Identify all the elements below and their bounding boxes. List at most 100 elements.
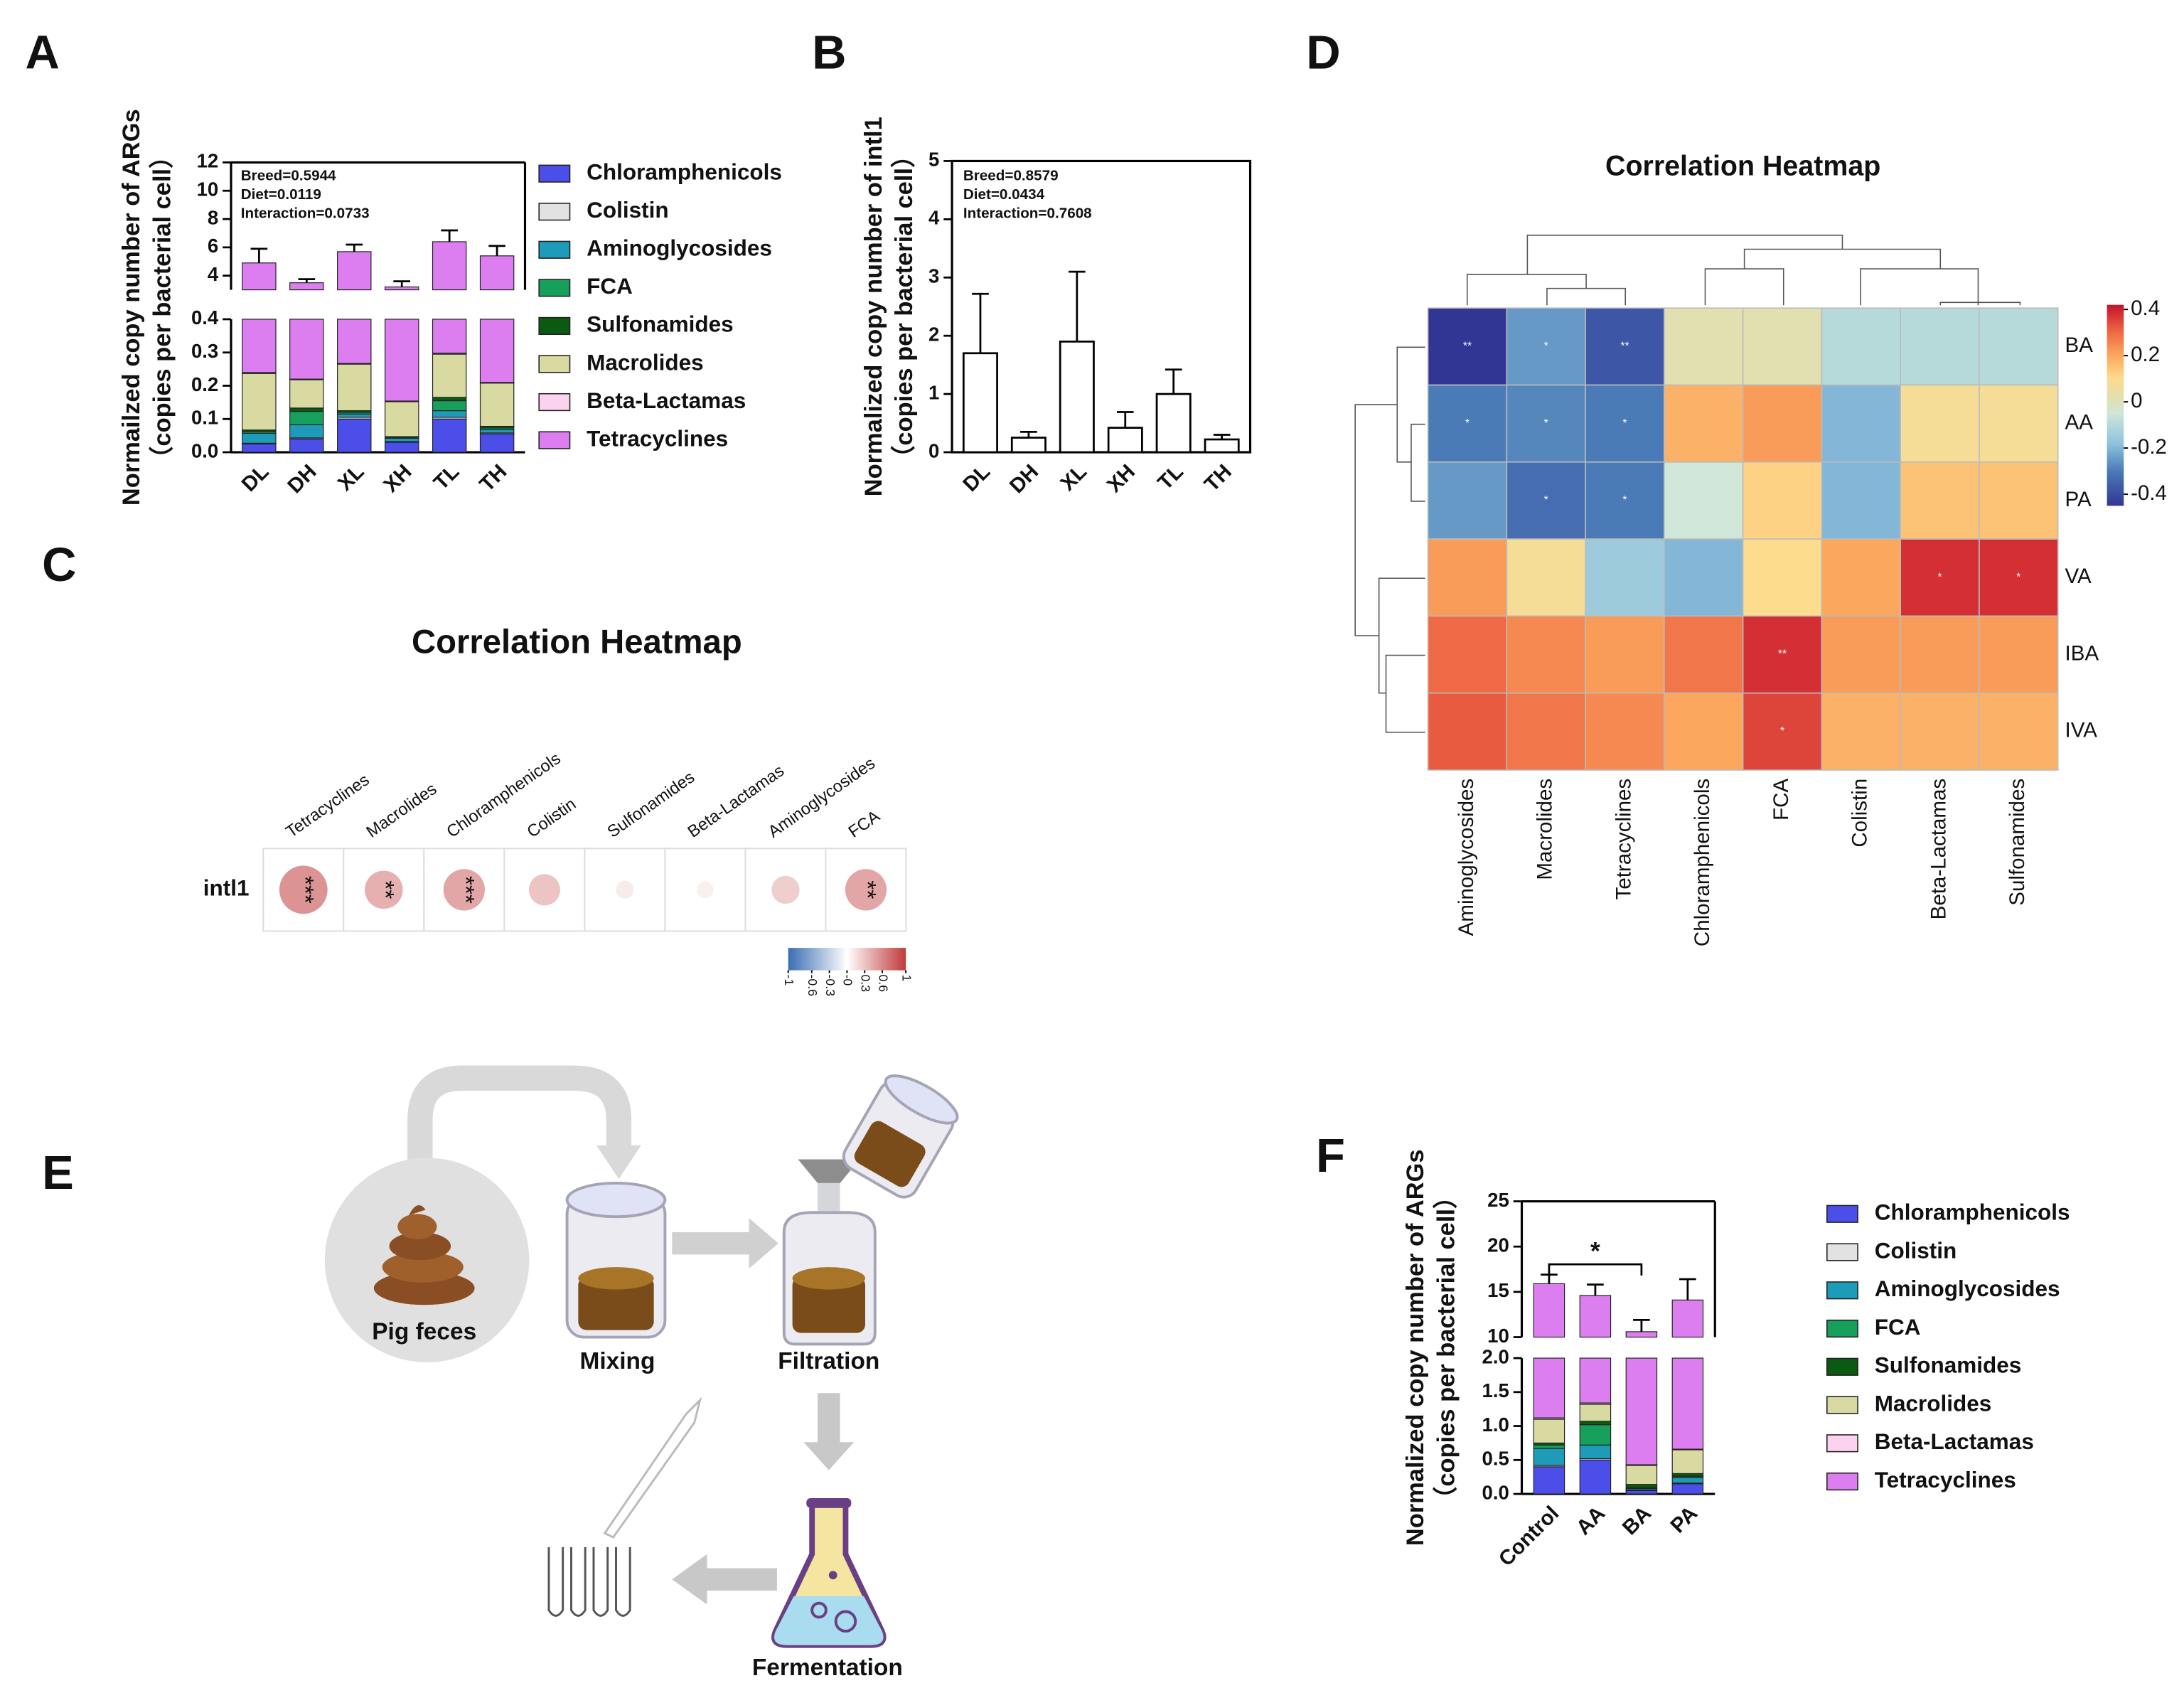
legend-label: Aminoglycosides xyxy=(587,235,772,261)
bubble xyxy=(845,869,887,911)
bar-segment xyxy=(289,319,324,380)
bar-segment xyxy=(384,401,419,437)
error-bar xyxy=(1213,434,1231,440)
bar-segment xyxy=(1579,1444,1612,1460)
legend-swatch xyxy=(1826,1204,1858,1223)
bar-segment xyxy=(242,432,277,444)
diagram-label: Pig feces xyxy=(372,1318,476,1345)
legend-label: Tetracyclines xyxy=(1875,1467,2016,1492)
bar-segment xyxy=(337,319,372,364)
bar-segment xyxy=(384,319,419,402)
column-label: Macrolides xyxy=(1533,779,1557,880)
colorbar-tick-label: 0.2 xyxy=(2131,343,2160,366)
annotation: Interaction=0.7608 xyxy=(963,205,1092,222)
bar-segment xyxy=(384,442,419,453)
bar-segment xyxy=(337,413,372,418)
cell xyxy=(1821,692,1901,771)
cell xyxy=(1821,384,1901,463)
error-bar xyxy=(1541,1273,1558,1284)
significance-label: * xyxy=(1544,494,1548,506)
y-tick-label: 10 xyxy=(1487,1325,1509,1347)
bar-segment xyxy=(1533,1419,1565,1444)
annotation: Diet=0.0434 xyxy=(963,186,1045,203)
bar-segment xyxy=(242,443,277,453)
cell xyxy=(1979,538,2059,617)
panel-label: E xyxy=(42,1146,74,1200)
row-label: IBA xyxy=(2065,641,2099,665)
bar-segment xyxy=(1625,1331,1658,1338)
significance-label: *** xyxy=(291,876,318,904)
error-bar xyxy=(972,292,989,353)
cell xyxy=(1427,538,1508,617)
x-tick-label: DH xyxy=(1005,460,1043,498)
cell xyxy=(825,848,907,932)
bar-segment xyxy=(432,400,467,412)
bar-segment xyxy=(432,418,467,453)
error-bar xyxy=(1587,1283,1604,1296)
cell xyxy=(1664,538,1744,617)
y-tick-label: 0.2 xyxy=(191,373,218,395)
bar-segment xyxy=(1579,1404,1612,1422)
row-label: PA xyxy=(2065,488,2092,511)
bar-segment xyxy=(242,319,277,373)
annotation: Interaction=0.0733 xyxy=(241,205,370,222)
column-label: Chloramphenicols xyxy=(1691,779,1714,946)
y-tick-label: 25 xyxy=(1487,1189,1509,1211)
legend-swatch xyxy=(538,392,571,412)
y-tick-label: 6 xyxy=(208,235,218,257)
bar-segment xyxy=(432,319,467,354)
cell xyxy=(1427,461,1508,540)
bubble xyxy=(279,865,328,914)
y-tick-label: 0.1 xyxy=(191,407,218,429)
error-bar xyxy=(1116,411,1134,428)
y-tick-label: 0.5 xyxy=(1482,1448,1509,1470)
colorbar-tick-label: -0.3 xyxy=(823,975,837,997)
cell xyxy=(1979,692,2059,771)
y-axis-label: （copies per bacterial cell） xyxy=(149,144,176,471)
chart-title: Correlation Heatmap xyxy=(1605,151,1880,182)
cell xyxy=(1506,615,1586,694)
row-label: BA xyxy=(2065,333,2094,357)
bar xyxy=(1155,392,1192,454)
cell xyxy=(1585,538,1665,617)
cell xyxy=(1900,307,1980,386)
cell xyxy=(1742,307,1823,386)
column-label: Aminoglycosides xyxy=(1455,779,1478,936)
cell xyxy=(1506,538,1586,617)
colorbar-tick-label: -0.6 xyxy=(805,975,820,997)
row-label: IVA xyxy=(2065,719,2098,742)
legend-label: FCA xyxy=(1875,1314,1921,1340)
bar-segment xyxy=(432,410,467,418)
y-axis-label: Normalized copy number of intl1 xyxy=(860,117,887,496)
bar-segment xyxy=(432,397,467,402)
significance-label: * xyxy=(1590,1237,1600,1266)
x-tick-label: XL xyxy=(333,460,369,496)
legend-label: FCA xyxy=(587,273,633,299)
bubble xyxy=(771,875,800,904)
column-label: Tetracyclines xyxy=(1612,779,1635,900)
legend-swatch xyxy=(538,355,571,373)
bar xyxy=(1204,438,1240,454)
legend-label: Aminoglycosides xyxy=(1875,1276,2060,1301)
bar-segment xyxy=(479,319,515,383)
x-tick-label: DH xyxy=(283,460,321,498)
legend-swatch xyxy=(538,279,571,297)
y-tick-label: 20 xyxy=(1487,1234,1509,1256)
legend-label: Beta-Lactamas xyxy=(1875,1428,2034,1454)
cell xyxy=(1585,461,1665,540)
y-tick-label: 1.0 xyxy=(1482,1414,1509,1436)
dendrogram-top xyxy=(1466,235,2021,306)
bubble xyxy=(365,870,403,909)
legend-swatch xyxy=(538,164,571,183)
legend-swatch xyxy=(1826,1319,1858,1338)
error-bar xyxy=(393,280,411,287)
bar-segment xyxy=(1533,1444,1565,1449)
cell xyxy=(1664,307,1744,386)
bubble xyxy=(443,869,485,911)
error-bar xyxy=(298,278,316,283)
y-axis-label: Normailzed copy number of ARGs xyxy=(118,109,145,506)
bar-segment xyxy=(1579,1424,1612,1446)
cell xyxy=(1585,384,1665,463)
bar xyxy=(1010,437,1046,454)
